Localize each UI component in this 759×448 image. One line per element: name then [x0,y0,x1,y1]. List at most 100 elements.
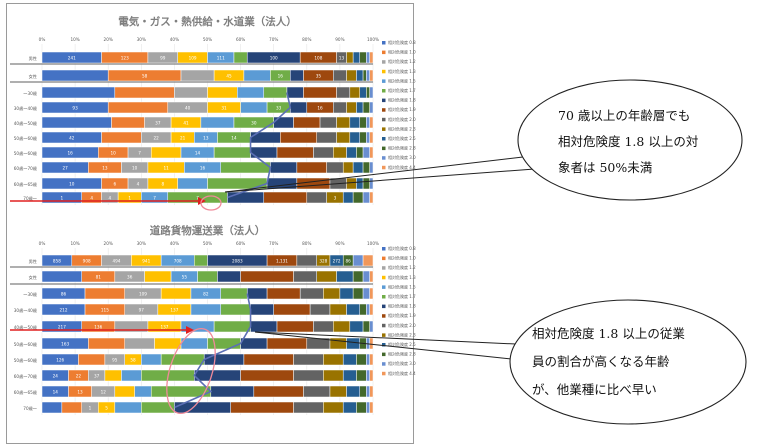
category-label: 50歳〜60歳 [14,150,38,156]
bar-segment [356,402,366,413]
data-label: 33 [276,105,282,110]
data-label: 99 [160,55,166,60]
bar-segment [333,102,346,113]
data-label: 40 [185,105,191,110]
bar-segment [88,338,124,349]
bar-segment [366,304,369,315]
legend-entry: 相対危険度 3.0 [388,154,416,160]
x-tick-label: 60% [236,37,245,42]
bar-segment [274,304,310,315]
bar-segment [125,338,155,349]
bar-segment [363,255,373,266]
category-label: 女性 [29,274,37,281]
category-label: 60歳〜65歳 [14,389,38,395]
chart-title: 道路貨物運送業（法人） [150,224,266,237]
legend-entry: 相対危険度 1.2 [388,264,416,270]
data-label: 16 [278,73,284,78]
x-tick-label: 50% [203,37,212,42]
bar-segment [370,304,373,315]
data-label: 241 [68,55,76,60]
legend-swatch [382,51,386,55]
bar-segment [108,102,168,113]
bar-segment [356,102,363,113]
data-label: 109 [139,291,147,296]
bar-segment [115,87,175,98]
legend-entry: 相対危険度 1.8 [388,303,416,309]
legend-entry: 相対危険度 2.5 [388,135,416,141]
data-label: 1 [128,195,131,200]
bar-segment [214,321,250,332]
bar-segment [363,178,370,189]
legend-entry: 相対危険度 4.4 [388,164,416,170]
category-label: 60歳〜70歳 [14,165,38,171]
data-label: 109 [189,55,197,60]
bar-segment [181,338,207,349]
bar-segment [347,304,360,315]
x-tick-label: 80% [302,37,311,42]
bar-segment [297,255,317,266]
x-tick-label: 100% [367,37,379,42]
bar-segment [353,271,363,282]
category-label: 50歳〜60歳 [14,357,38,363]
bar-segment [337,132,350,143]
data-label: 108 [314,55,322,60]
bar-segment [251,321,277,332]
bar-segment [323,402,343,413]
bar-segment [42,117,112,128]
legend-entry: 相対危険度 2.3 [388,331,416,337]
bar-segment [323,370,343,381]
bar-segment [353,52,360,63]
bar-segment [343,402,356,413]
bar-segment [303,386,329,397]
bar-segment [370,338,373,349]
bar-segment [343,354,356,365]
bar-segment [264,192,307,203]
data-label: 137 [170,307,178,312]
bar-segment [85,288,125,299]
bar-segment [360,87,367,98]
bar-segment [78,354,104,365]
legend-entry: 相対危険度 3.0 [388,360,416,366]
bar-segment [363,192,370,203]
data-label: 137 [160,324,168,329]
legend-swatch [382,60,386,64]
legend-swatch [382,314,386,318]
category-label: 男性 [29,258,37,265]
x-tick-label: 0% [39,241,46,246]
bar-segment [105,370,122,381]
bar-segment [366,70,369,81]
x-tick-label: 50% [203,241,212,246]
bar-segment [294,117,320,128]
category-label: 70歳〜 [23,405,37,411]
data-label: 6 [113,181,116,186]
bar-segment [353,162,363,173]
x-tick-label: 70% [269,37,278,42]
bar-segment [181,70,214,81]
legend-swatch [382,333,386,337]
legend-entry: 相対危険度 1.7 [388,87,416,93]
category-label: 50歳〜60歳 [14,135,38,141]
legend-entry: 相対危険度 1.0 [388,255,416,261]
legend-swatch [382,89,386,93]
bar-segment [155,338,181,349]
bar-segment [363,70,366,81]
bar-segment [231,402,294,413]
bar-segment [360,117,367,128]
data-label: 123 [121,55,129,60]
bar-segment [277,147,313,158]
bar-segment [340,288,353,299]
bar-segment [366,354,369,365]
bar-segment [244,354,294,365]
x-tick-label: 0% [39,37,46,42]
bar-segment [347,338,360,349]
bar-segment [370,70,373,81]
bar-segment [366,87,369,98]
legend-entry: 相対危険度 2.8 [388,351,416,357]
bar-segment [347,386,360,397]
bar-segment [161,288,191,299]
bar-segment [327,162,344,173]
category-label: 男性 [29,55,37,62]
bar-segment [161,354,204,365]
data-label: 41 [183,120,189,125]
